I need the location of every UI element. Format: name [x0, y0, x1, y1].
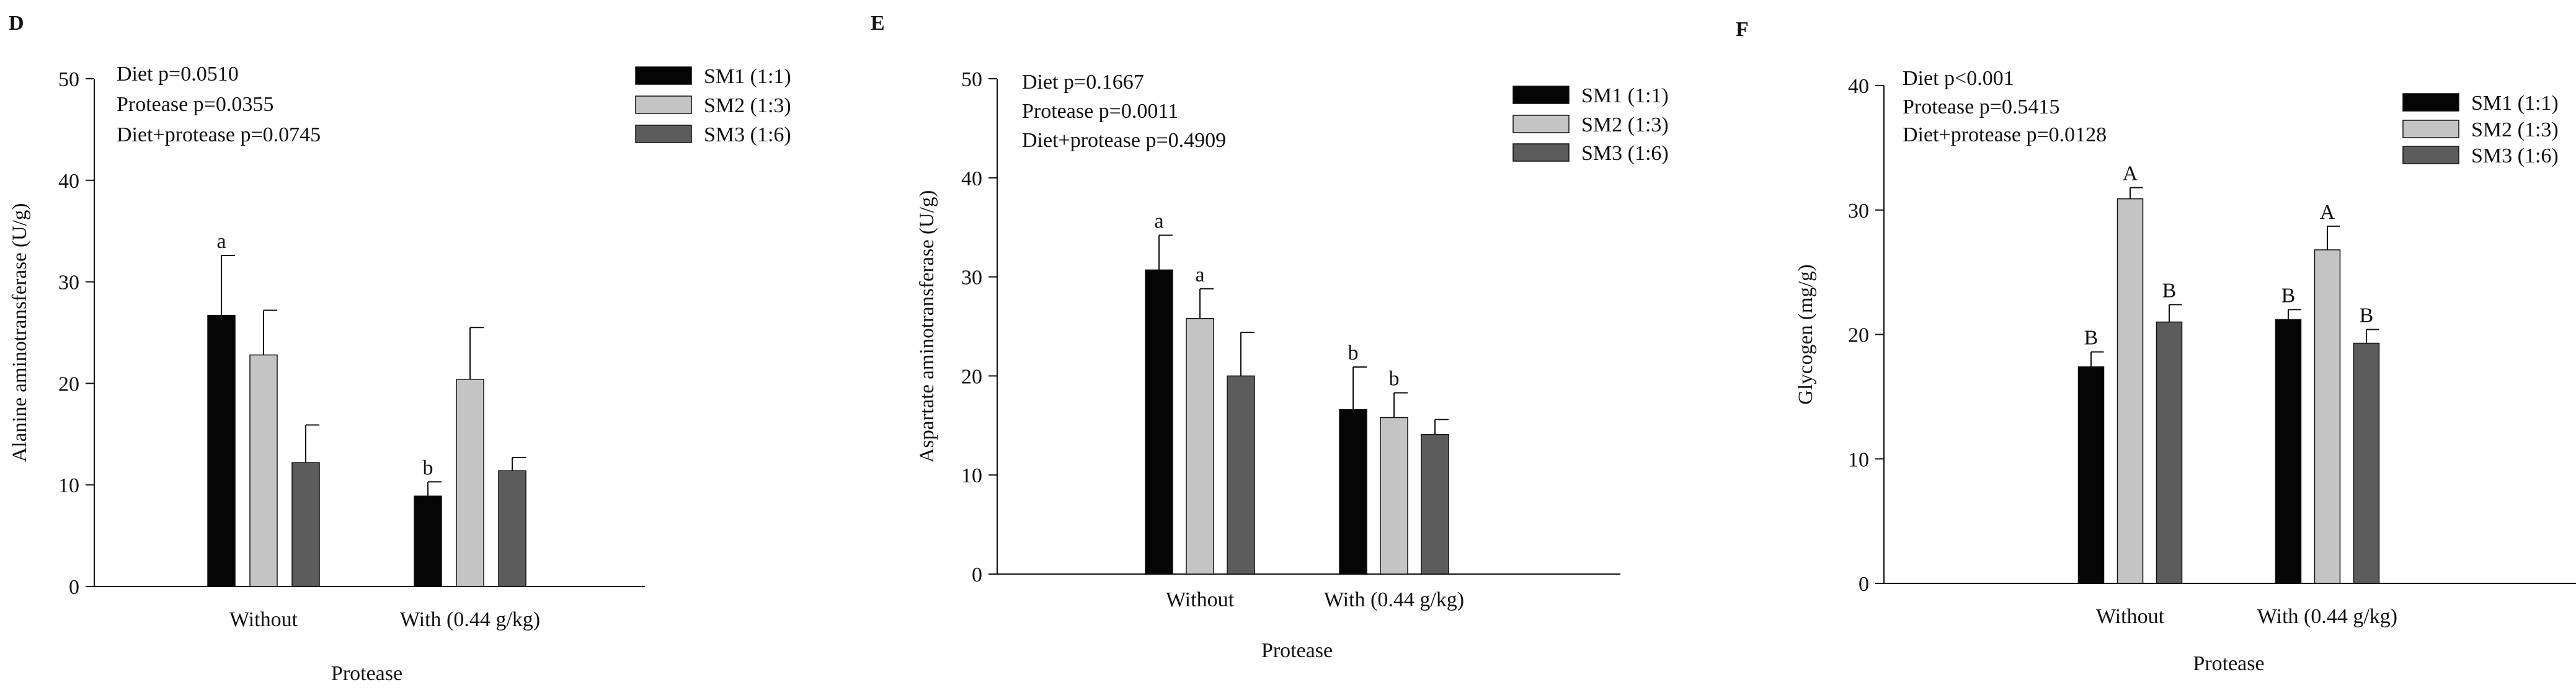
bar — [207, 314, 236, 587]
stats-text: Diet p<0.001 — [1903, 67, 2014, 90]
legend-swatch — [1512, 86, 1570, 104]
y-tick-label: 0 — [1859, 573, 1869, 596]
legend-swatch — [635, 66, 692, 85]
bar — [1339, 409, 1367, 575]
legend-label: SM2 (1:3) — [704, 94, 791, 117]
aspartate-aminotransferase-chart: E 0 10 20 30 40 50 Aspartate aminotransferase (… — [871, 12, 1669, 662]
significance-letter: B — [2360, 304, 2374, 327]
x-category-label: With (0.44 g/kg) — [400, 608, 540, 631]
x-category-label: Without — [1166, 588, 1235, 611]
stats-text: Diet+protease p=0.4909 — [1022, 129, 1226, 152]
significance-letter: a — [216, 230, 226, 253]
significance-letter: B — [2084, 327, 2099, 350]
legend-swatch — [635, 95, 692, 114]
legend-swatch — [635, 125, 692, 143]
bar — [2156, 321, 2183, 584]
bar — [498, 470, 526, 587]
significance-letter: B — [2162, 279, 2177, 302]
stats-text: Diet+protease p=0.0128 — [1903, 123, 2107, 146]
glycogen-chart: F 0 10 20 30 40 Glycogen (mg/g) Without With (0.… — [1736, 18, 2576, 675]
bar — [291, 462, 320, 587]
panel-letter: E — [871, 12, 885, 35]
significance-letter: b — [1389, 368, 1400, 391]
legend-swatch — [2402, 146, 2459, 164]
y-tick-label: 30 — [1848, 200, 1869, 223]
significance-letter: A — [2123, 162, 2138, 185]
legend-label: SM1 (1:1) — [2471, 92, 2559, 115]
y-tick-label: 20 — [58, 373, 79, 396]
chart-panel-e: E 0 10 20 30 40 50 Aspartate aminotransferase (… — [862, 0, 1727, 690]
legend-label: SM3 (1:6) — [2471, 144, 2559, 167]
y-tick-label: 10 — [58, 474, 79, 497]
y-tick-label: 40 — [1848, 75, 1869, 98]
significance-letter: b — [423, 456, 433, 479]
x-category-label: With (0.44 g/kg) — [2257, 605, 2397, 628]
x-axis-label: Protease — [1261, 639, 1333, 662]
bar — [2314, 249, 2341, 584]
bar — [2116, 198, 2144, 584]
stats-text: Protease p=0.0355 — [117, 93, 273, 116]
panel-letter: D — [9, 12, 24, 35]
x-axis-label: Protease — [331, 662, 402, 685]
legend-swatch — [2402, 93, 2459, 112]
legend-swatch — [1512, 115, 1570, 133]
bar — [249, 354, 278, 587]
legend-label: SM1 (1:1) — [1581, 84, 1669, 107]
bar — [414, 495, 442, 587]
y-tick-label: 20 — [961, 365, 982, 388]
y-tick-label: 30 — [58, 272, 79, 294]
chart-panel-d: D 0 10 20 30 40 50 Alanine aminotransferase (U/… — [0, 0, 862, 690]
bar — [1186, 317, 1214, 575]
significance-letter: a — [1154, 210, 1163, 232]
stats-text: Diet+protease p=0.0745 — [117, 123, 321, 146]
significance-letter: A — [2320, 201, 2335, 224]
x-category-label: With (0.44 g/kg) — [1324, 588, 1464, 611]
bar — [1145, 269, 1173, 575]
legend-label: SM1 (1:1) — [704, 65, 791, 88]
significance-letter: a — [1195, 263, 1204, 286]
y-axis-label: Glycogen (mg/g) — [1795, 264, 1817, 404]
y-tick-label: 50 — [961, 68, 982, 91]
significance-letter: B — [2281, 284, 2296, 307]
bar — [456, 379, 484, 587]
legend-label: SM3 (1:6) — [704, 123, 791, 146]
bar — [1227, 375, 1255, 575]
y-tick-label: 0 — [69, 576, 79, 599]
stats-text: Diet p=0.1667 — [1022, 71, 1144, 94]
alanine-aminotransferase-chart: D 0 10 20 30 40 50 Alanine aminotransferase (U/… — [9, 12, 791, 685]
x-axis-label: Protease — [2193, 652, 2264, 675]
x-category-label: Without — [2096, 605, 2165, 628]
y-tick-label: 20 — [1848, 324, 1869, 347]
y-tick-label: 40 — [961, 167, 982, 190]
legend-swatch — [2402, 120, 2459, 138]
legend-label: SM3 (1:6) — [1581, 142, 1669, 165]
y-tick-label: 0 — [972, 564, 982, 586]
chart-panel-f: F 0 10 20 30 40 Glycogen (mg/g) Without With (0.… — [1727, 0, 2576, 690]
bar — [1421, 433, 1449, 575]
stats-text: Protease p=0.5415 — [1903, 95, 2059, 118]
bar — [1380, 417, 1408, 575]
y-axis-label: Aspartate aminotransferase (U/g) — [916, 190, 938, 463]
y-tick-label: 10 — [1848, 448, 1869, 471]
stats-text: Protease p=0.0011 — [1022, 100, 1178, 123]
panel-letter: F — [1736, 18, 1749, 41]
y-tick-label: 10 — [961, 464, 982, 487]
legend-swatch — [1512, 143, 1570, 162]
legend-label: SM2 (1:3) — [1581, 113, 1669, 136]
y-tick-label: 30 — [961, 267, 982, 290]
bar — [2077, 366, 2105, 584]
significance-letter: b — [1348, 342, 1359, 365]
y-axis-label: Alanine aminotransferase (U/g) — [9, 203, 31, 462]
y-tick-label: 40 — [58, 170, 79, 193]
y-tick-label: 50 — [58, 68, 79, 91]
x-category-label: Without — [229, 608, 298, 631]
legend-label: SM2 (1:3) — [2471, 118, 2559, 141]
bar — [2275, 319, 2302, 584]
bar — [2353, 342, 2380, 584]
stats-text: Diet p=0.0510 — [117, 63, 239, 86]
